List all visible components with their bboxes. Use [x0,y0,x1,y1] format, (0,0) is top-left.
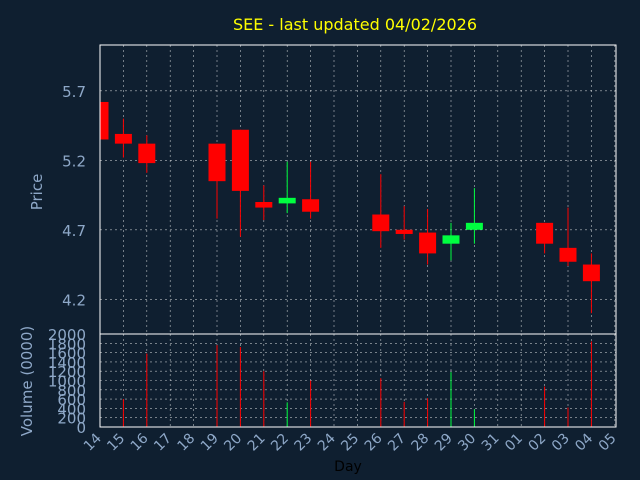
price-tick-label: 4.2 [62,291,86,309]
price-tick-label: 5.2 [62,152,86,170]
price-axis-label: Price [28,174,46,211]
volume-tick-label: 200 [57,410,86,428]
chart-title: SEE - last updated 04/02/2026 [233,15,477,34]
candle-body [208,143,226,182]
candle-body [395,229,413,234]
volume-tick-label: 1600 [48,345,86,363]
candle-body [465,222,483,230]
volume-tick-label: 600 [57,391,86,409]
volume-tick-label: 800 [57,382,86,400]
volume-bars [122,341,592,427]
candle-body [255,202,273,208]
candle-body [582,264,600,282]
candle-body [138,143,156,164]
price-tick-label: 5.7 [62,83,86,101]
candle-body [442,235,460,244]
volume-tick-label: 2000 [48,326,86,344]
candle-body [100,101,109,140]
volume-panel-frame [99,333,617,428]
candle-body [372,214,390,232]
price-tick-labels: 4.2 4.7 5.2 5.7 [62,83,86,309]
candle-body [419,232,437,254]
candle-body [536,222,554,244]
candle-body [231,129,249,191]
volume-tick-label: 1200 [48,363,86,381]
volume-tick-label: 400 [57,400,86,418]
volume-tick-label: 0 [76,419,86,437]
candle-body [114,133,132,144]
candlestick-series [99,101,600,314]
candle-body [278,197,296,204]
x-axis-label: Day [334,459,362,475]
volume-axis-label: Volume (0000) [18,326,36,436]
volume-tick-label: 1400 [48,354,86,372]
price-tick-label: 4.7 [62,222,86,240]
candle-body [559,247,577,262]
volume-tick-label: 1800 [48,335,86,353]
day-tick-labels: 14 15 16 17 18 19 20 21 22 23 24 25 26 27 28 29 30 31 01 02… [81,430,620,454]
volume-tick-label: 1000 [48,373,86,391]
candle-body [302,199,320,212]
